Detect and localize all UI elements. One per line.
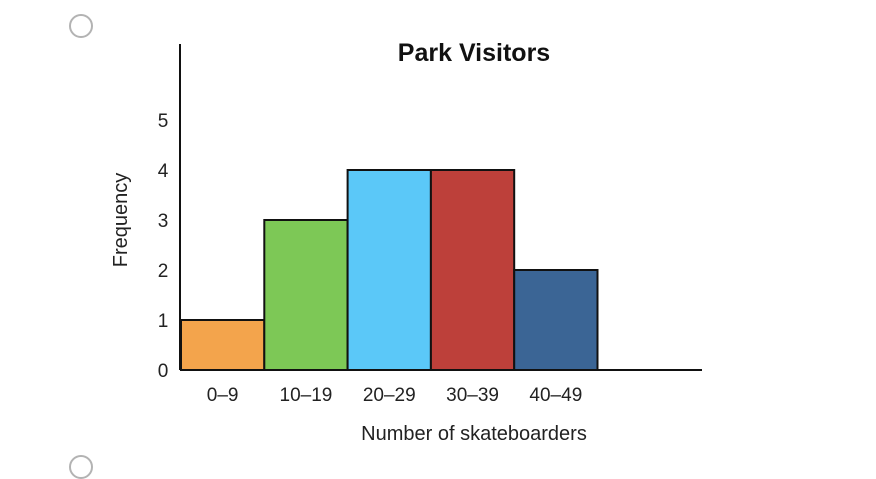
x-tick-label: 30–39	[446, 385, 499, 406]
histogram-chart: Park Visitors 0 1 2 3 4 5 0–9 10–19 20–29 30–39 4…	[110, 39, 702, 445]
y-axis-label: Frequency	[110, 173, 132, 268]
y-tick-label: 1	[158, 311, 169, 332]
x-axis-label: Number of skateboarders	[361, 423, 587, 445]
answer-option-radio[interactable]	[69, 14, 93, 38]
x-tick-label: 20–29	[363, 385, 416, 406]
bar-1	[263, 219, 349, 371]
y-tick-label: 2	[158, 261, 169, 282]
bar-4	[513, 269, 599, 371]
y-tick-label: 3	[158, 211, 169, 232]
y-tick-label: 4	[158, 161, 169, 182]
x-tick-label: 40–49	[529, 385, 582, 406]
bar-3	[429, 169, 516, 371]
y-tick-label: 5	[158, 111, 169, 132]
bar-0	[180, 319, 266, 371]
x-tick-label: 10–19	[280, 385, 333, 406]
x-tick-label: 0–9	[207, 385, 239, 406]
bar-2	[346, 169, 432, 371]
chart-title: Park Visitors	[398, 39, 550, 67]
y-tick-label: 0	[158, 361, 169, 382]
